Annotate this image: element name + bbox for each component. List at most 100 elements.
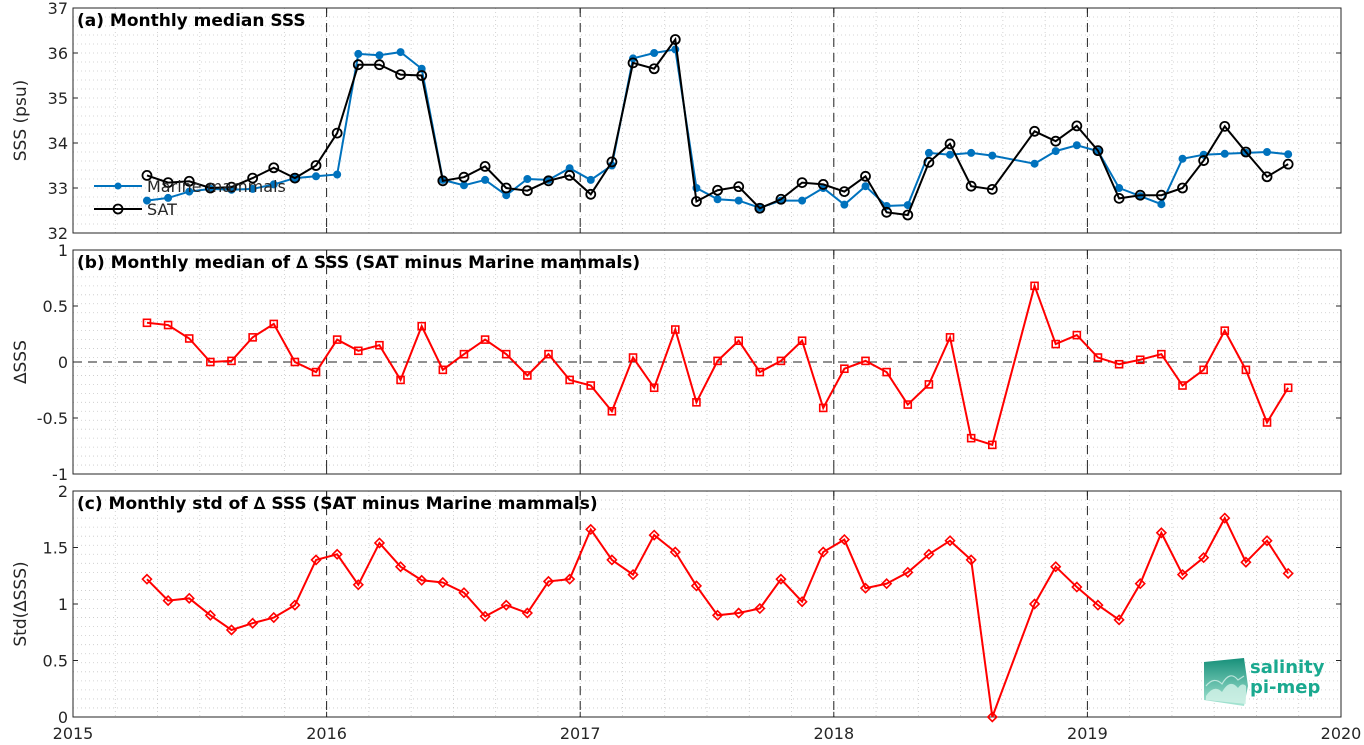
- data-point: [924, 380, 934, 389]
- data-point: [1050, 561, 1062, 573]
- data-point: [331, 548, 343, 560]
- data-point: [353, 346, 363, 356]
- data-point: [586, 175, 595, 184]
- data-point: [903, 400, 913, 409]
- data-point: [1176, 568, 1189, 581]
- data-point: [796, 596, 808, 608]
- data-point: [290, 357, 300, 367]
- y-axis-label: Std(∆SSS): [11, 561, 31, 646]
- data-point: [712, 184, 723, 196]
- data-point: [986, 183, 998, 195]
- data-point: [1178, 154, 1187, 163]
- data-point: [1155, 189, 1167, 201]
- data-point: [1284, 150, 1293, 159]
- data-point: [902, 566, 914, 578]
- y-tick-label: 34: [48, 134, 68, 153]
- data-point: [310, 554, 322, 566]
- data-point: [289, 172, 301, 184]
- data-point: [459, 181, 468, 190]
- data-point: [945, 333, 955, 342]
- data-point: [838, 186, 850, 198]
- data-point: [1199, 365, 1208, 375]
- data-point: [713, 195, 722, 204]
- data-point: [648, 63, 660, 75]
- panel-title: (c) Monthly std of ∆ SSS (SAT minus Mari…: [77, 494, 598, 514]
- data-point: [183, 175, 195, 187]
- data-point: [1092, 145, 1104, 157]
- data-point: [1072, 141, 1081, 150]
- panel-3: 0 0.5 1 1.5 2 2015 2016 2017 2018 2019 2020 Std(∆SS…: [11, 482, 1361, 743]
- y-tick-label: 0: [58, 708, 68, 727]
- data-point: [606, 156, 618, 168]
- data-point: [481, 175, 490, 184]
- data-point: [882, 367, 891, 377]
- data-point: [691, 196, 702, 207]
- legend-marker: [114, 182, 122, 190]
- data-point: [141, 169, 153, 181]
- data-point: [396, 48, 405, 57]
- data-point: [204, 609, 216, 621]
- data-point: [818, 403, 828, 413]
- data-point: [1093, 353, 1103, 362]
- data-point: [1030, 159, 1039, 168]
- data-point: [1114, 359, 1124, 369]
- data-point: [1261, 535, 1273, 547]
- y-tick-label: 1: [58, 241, 68, 260]
- data-point: [333, 170, 342, 179]
- data-point: [1219, 512, 1231, 524]
- axes-box: [72, 7, 1342, 234]
- data-point: [817, 546, 829, 558]
- data-point: [944, 138, 956, 150]
- data-point: [881, 206, 893, 218]
- logo-text-line2: pi-mep: [1250, 677, 1321, 698]
- data-point: [1282, 158, 1294, 170]
- y-tick-label: 37: [48, 0, 68, 18]
- data-point: [1071, 120, 1083, 132]
- data-point: [1050, 135, 1062, 147]
- data-point: [1072, 330, 1082, 340]
- data-point: [268, 162, 280, 174]
- data-point: [564, 169, 576, 181]
- data-point: [459, 349, 469, 359]
- data-point: [1157, 200, 1166, 209]
- legend: Marine mammals SAT: [94, 177, 286, 219]
- data-point: [269, 319, 279, 329]
- data-point: [586, 381, 596, 390]
- data-point: [543, 175, 554, 187]
- panel-title: (a) Monthly median SSS: [77, 11, 306, 31]
- data-point: [1051, 339, 1060, 349]
- data-point: [650, 49, 659, 57]
- data-point: [438, 365, 448, 375]
- logo-text-line1: salinity: [1250, 657, 1325, 678]
- data-point: [967, 148, 976, 157]
- data-point: [1220, 326, 1230, 335]
- data-point: [1113, 614, 1125, 626]
- data-point: [861, 182, 870, 191]
- y-tick-label: -1: [52, 465, 68, 484]
- y-tick-label: -0.5: [37, 409, 68, 428]
- data-point: [755, 367, 765, 377]
- data-point: [375, 340, 384, 350]
- data-point: [711, 609, 724, 621]
- data-point: [226, 181, 237, 193]
- data-point: [247, 172, 259, 184]
- data-point: [374, 59, 385, 71]
- data-point: [797, 336, 807, 346]
- data-point: [416, 70, 428, 81]
- data-point: [225, 624, 238, 636]
- panel-title: (b) Monthly median of ∆ SSS (SAT minus M…: [77, 253, 640, 273]
- data-point: [163, 320, 173, 330]
- data-point: [479, 610, 491, 623]
- data-point: [248, 184, 257, 193]
- data-point: [1135, 355, 1145, 365]
- data-point: [268, 611, 280, 624]
- data-point: [734, 196, 743, 205]
- x-tick-label: 2018: [813, 724, 854, 743]
- data-point: [501, 349, 511, 359]
- data-point: [1155, 527, 1167, 539]
- data-point: [669, 546, 681, 558]
- x-tick-label: 2019: [1067, 724, 1108, 743]
- data-point: [713, 356, 722, 366]
- data-point: [986, 711, 998, 723]
